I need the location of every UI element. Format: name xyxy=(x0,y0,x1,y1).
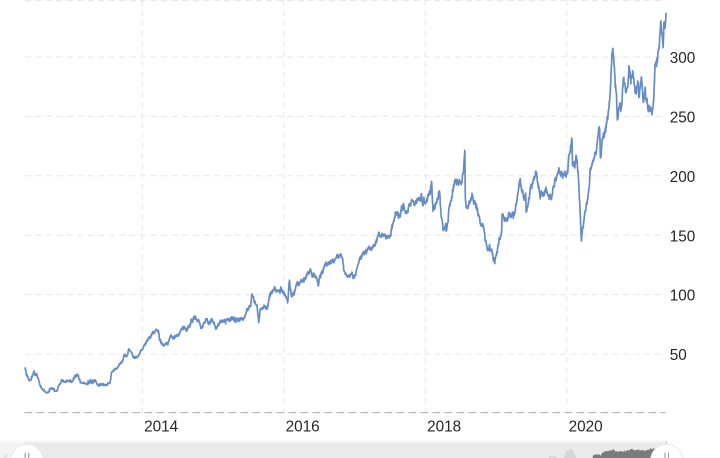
svg-text:2020: 2020 xyxy=(569,418,603,435)
svg-text:250: 250 xyxy=(670,110,696,127)
svg-text:2016: 2016 xyxy=(286,418,320,435)
svg-text:2014: 2014 xyxy=(144,418,179,435)
svg-text:100: 100 xyxy=(670,288,696,305)
svg-text:200: 200 xyxy=(670,169,696,186)
svg-text:2018: 2018 xyxy=(427,418,461,435)
svg-text:300: 300 xyxy=(670,50,696,67)
svg-text:150: 150 xyxy=(670,228,696,245)
svg-text:50: 50 xyxy=(670,347,687,364)
